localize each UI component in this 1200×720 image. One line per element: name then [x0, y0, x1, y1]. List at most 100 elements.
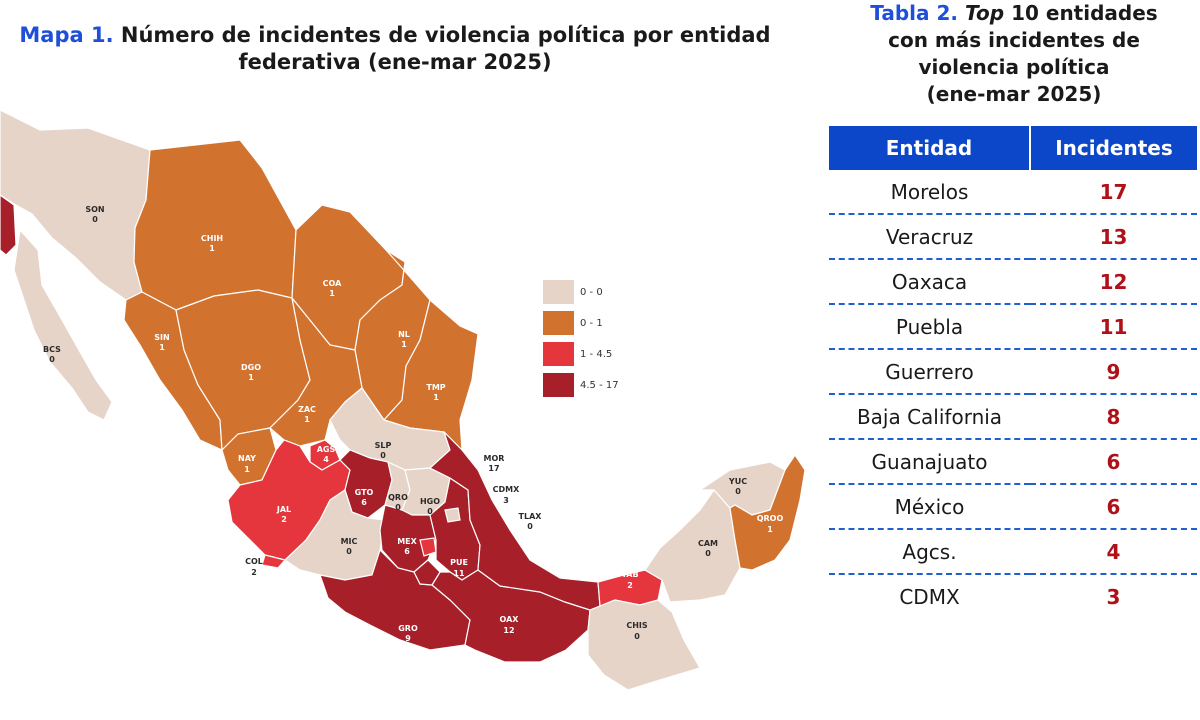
- table-row: CDMX 3: [829, 574, 1197, 618]
- entity-cell: Oaxaca: [829, 259, 1030, 305]
- entity-cell: CDMX: [899, 584, 960, 609]
- value-cell: 12: [1030, 259, 1197, 305]
- table-row: México 6: [829, 484, 1197, 530]
- state-value-son: 0: [92, 215, 98, 224]
- map-title-line1: Número de incidentes de violencia políti…: [120, 23, 771, 47]
- entity-cell: México: [829, 484, 1030, 530]
- states-layer: [0, 109, 806, 691]
- state-value-yuc: 0: [735, 487, 741, 496]
- column-header-incidentes: Incidentes: [1030, 126, 1197, 170]
- value-cell: 4: [1030, 529, 1197, 575]
- state-value-sin: 1: [159, 343, 165, 352]
- map-legend: 0 - 0 0 - 1 1 - 4.5 4.5 - 17: [543, 280, 619, 404]
- state-value-chih: 1: [209, 244, 215, 253]
- state-label-ver: VER: [531, 539, 549, 548]
- table-row: Morelos 17: [829, 170, 1197, 215]
- state-label-nay: NAY: [238, 454, 256, 463]
- state-value-hgo: 0: [427, 507, 433, 516]
- entity-cell: Puebla: [829, 304, 1030, 350]
- state-label-yuc: YUC: [728, 477, 747, 486]
- state-value-gto: 6: [361, 498, 367, 507]
- value-cell: 3: [1106, 584, 1121, 609]
- table-title-line4: (ene-mar 2025): [926, 82, 1102, 106]
- value-cell: 11: [1030, 304, 1197, 350]
- state-label-qro: QRO: [388, 493, 408, 502]
- legend-item: 4.5 - 17: [543, 373, 619, 397]
- legend-item: 0 - 1: [543, 311, 619, 335]
- table-title: Tabla 2. Top 10 entidades con más incide…: [830, 0, 1198, 108]
- map-title-line2: federativa (ene-mar 2025): [238, 50, 552, 74]
- table-row: Veracruz 13: [829, 214, 1197, 260]
- state-value-coa: 1: [329, 289, 335, 298]
- state-chis: [587, 599, 701, 691]
- state-label-chih: CHIH: [201, 234, 223, 243]
- state-label-slp: SLP: [375, 441, 392, 450]
- map-title-prefix: Mapa 1.: [19, 23, 114, 47]
- entity-cell: Veracruz: [829, 214, 1030, 260]
- state-label-son: SON: [85, 205, 104, 214]
- state-value-oax: 12: [503, 626, 514, 635]
- legend-swatch: [543, 373, 574, 397]
- state-label-qroo: QROO: [757, 514, 784, 523]
- state-ver: [428, 431, 601, 611]
- table-title-top: Top: [964, 1, 1005, 25]
- state-label-gto: GTO: [355, 488, 374, 497]
- state-label-mex: MEX: [397, 537, 417, 546]
- state-value-slp: 0: [380, 451, 386, 460]
- column-header-entidad: Entidad: [829, 126, 1031, 170]
- state-value-ags: 4: [323, 455, 329, 464]
- state-value-dgo: 1: [248, 373, 254, 382]
- state-label-tmp: TMP: [426, 383, 445, 392]
- legend-label: 0 - 0: [580, 286, 603, 298]
- table-title-line3: violencia política: [918, 55, 1110, 79]
- entity-cell: Guerrero: [829, 349, 1030, 395]
- state-label-pue: PUE: [450, 558, 468, 567]
- labels-layer: SON0CHIH1COA1NL1TMP1SIN1DGO1ZAC1BCS0NAY1…: [43, 205, 783, 643]
- value-cell: 9: [1030, 349, 1197, 395]
- state-value-gro: 9: [405, 634, 411, 643]
- state-value-mex: 6: [404, 547, 410, 556]
- state-value-pue: 11: [453, 569, 465, 578]
- table-row: Agcs. 4: [829, 529, 1197, 575]
- state-value-mic: 0: [346, 547, 352, 556]
- legend-swatch: [543, 311, 574, 335]
- state-label-chis: CHIS: [626, 621, 648, 630]
- legend-label: 1 - 4.5: [580, 348, 613, 360]
- table-row: Puebla 11: [829, 304, 1197, 350]
- mexico-map: SON0CHIH1COA1NL1TMP1SIN1DGO1ZAC1BCS0NAY1…: [0, 109, 806, 691]
- top10-table: Entidad Incidentes Morelos 17 Veracruz 13 …: [829, 126, 1197, 618]
- legend-label: 4.5 - 17: [580, 379, 619, 391]
- state-bc: [0, 194, 17, 256]
- value-cell: 13: [1030, 214, 1197, 260]
- state-col: [261, 554, 287, 569]
- table-row: Oaxaca 12: [829, 259, 1197, 305]
- value-cell: 6: [1030, 484, 1197, 530]
- state-value-zac: 1: [304, 415, 310, 424]
- legend-label: 0 - 1: [580, 317, 603, 329]
- table-title-prefix: Tabla 2.: [870, 1, 959, 25]
- state-value-cdmx: 3: [503, 496, 509, 505]
- state-label-hgo: HGO: [420, 497, 440, 506]
- state-label-zac: ZAC: [298, 405, 316, 414]
- state-value-jal: 2: [281, 515, 287, 524]
- state-value-bcs: 0: [49, 355, 55, 364]
- state-value-qroo: 1: [767, 525, 773, 534]
- state-value-nay: 1: [244, 465, 250, 474]
- table-title-line1: 10 entidades: [1011, 1, 1158, 25]
- state-value-tab: 2: [627, 581, 633, 590]
- state-label-tlax: TLAX: [519, 512, 543, 521]
- table-row: Guanajuato 6: [829, 439, 1197, 485]
- state-label-mic: MIC: [341, 537, 358, 546]
- legend-swatch: [543, 342, 574, 366]
- table-header-row: Entidad Incidentes: [829, 126, 1197, 170]
- state-label-cam: CAM: [698, 539, 718, 548]
- table-title-line2: con más incidentes de: [888, 28, 1140, 52]
- state-label-nl: NL: [398, 330, 410, 339]
- state-qroo: [729, 453, 806, 571]
- value-cell: 8: [1030, 394, 1197, 440]
- state-value-qro: 0: [395, 503, 401, 512]
- value-cell: 17: [1030, 170, 1197, 215]
- value-cell: 6: [1030, 439, 1197, 485]
- state-value-mor: 17: [488, 464, 499, 473]
- table-row: Baja California 8: [829, 394, 1197, 440]
